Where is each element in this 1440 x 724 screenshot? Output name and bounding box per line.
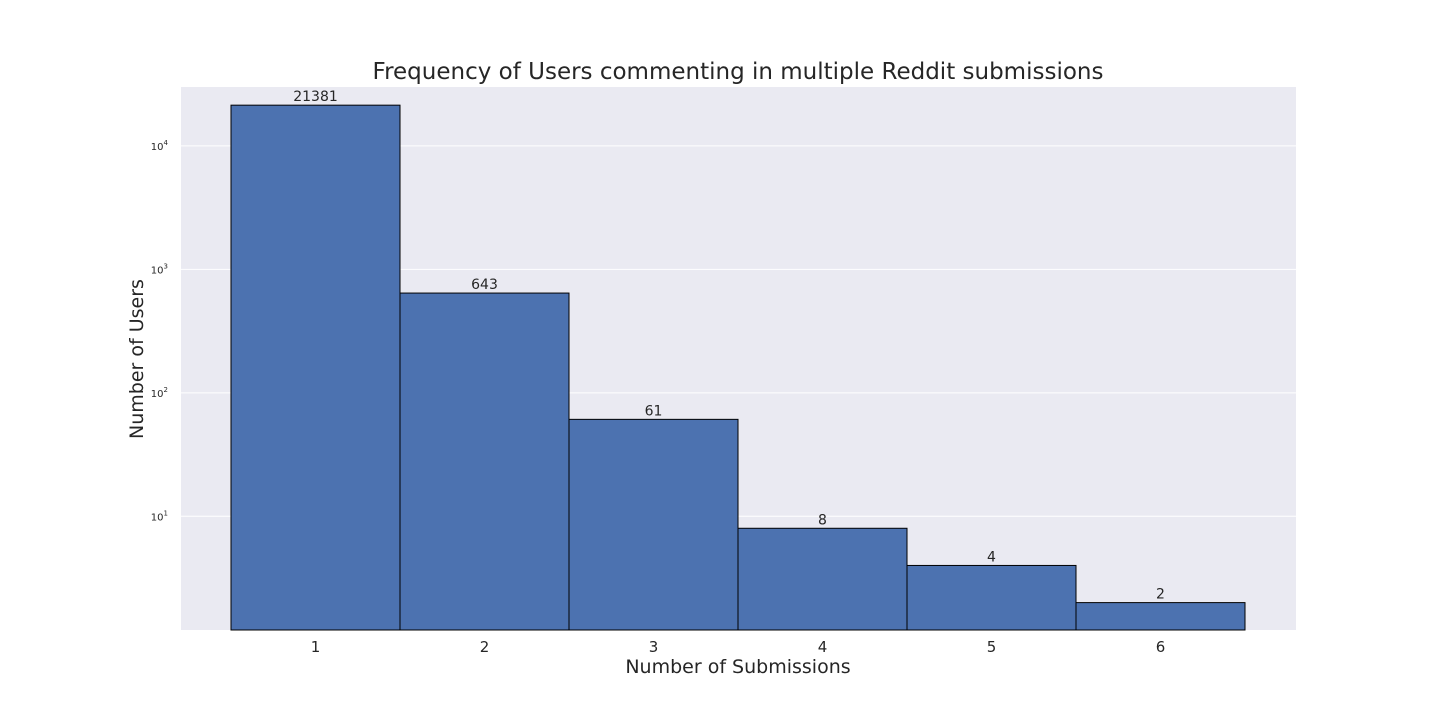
data-labels: 21381 643 61 8 4 2 — [293, 89, 1165, 602]
data-label: 21381 — [293, 89, 338, 105]
x-tick-label: 2 — [480, 638, 490, 656]
data-label: 61 — [645, 403, 663, 419]
data-label: 643 — [471, 277, 498, 293]
chart-title: Frequency of Users commenting in multipl… — [373, 59, 1104, 85]
x-tick-label: 5 — [987, 638, 997, 656]
x-tick-label: 4 — [818, 638, 828, 656]
x-tick-label: 1 — [311, 638, 321, 656]
x-axis-label: Number of Submissions — [625, 656, 850, 678]
data-label: 8 — [818, 512, 827, 528]
y-axis-label: Number of Users — [126, 279, 148, 439]
data-label: 4 — [987, 549, 996, 565]
x-tick-label: 6 — [1156, 638, 1166, 656]
y-tick-label: 103 — [151, 262, 168, 276]
x-tick-labels: 1 2 3 4 5 6 — [311, 638, 1166, 656]
bar — [906, 564, 1077, 631]
y-tick-label: 101 — [151, 509, 168, 523]
bars — [230, 104, 1246, 631]
bar — [737, 527, 908, 631]
data-label: 2 — [1156, 587, 1165, 603]
bar — [230, 104, 401, 631]
y-tick-label: 104 — [151, 139, 169, 153]
bar — [1075, 602, 1246, 631]
y-tick-labels: 101 102 103 104 — [151, 139, 169, 523]
bar — [399, 292, 570, 631]
bar — [568, 418, 739, 631]
x-tick-label: 3 — [649, 638, 659, 656]
y-tick-label: 102 — [151, 386, 168, 400]
